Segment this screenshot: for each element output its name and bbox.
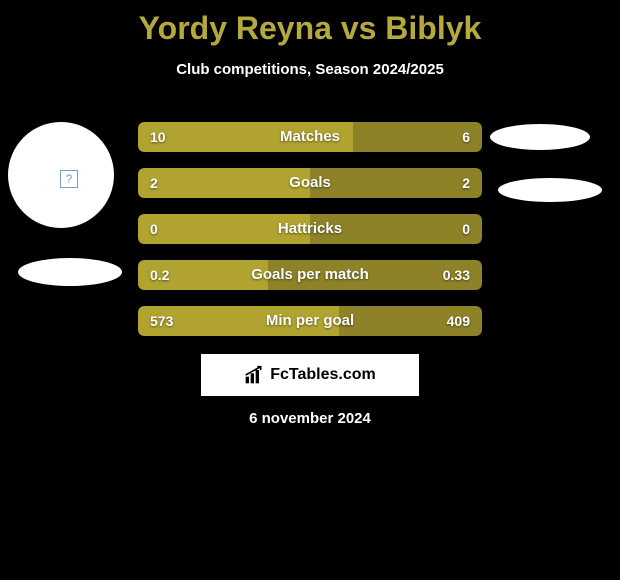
stat-value-left: 10 <box>150 122 166 152</box>
title-player1: Yordy Reyna <box>139 10 332 46</box>
subtitle: Club competitions, Season 2024/2025 <box>0 61 620 78</box>
bar-chart-icon <box>244 365 264 385</box>
player2-shadow <box>498 178 602 202</box>
stat-value-right: 0 <box>462 214 470 244</box>
stat-label: Min per goal <box>138 306 482 336</box>
stat-row: Matches10 6 <box>138 122 482 152</box>
stat-value-right: 0.33 <box>443 260 470 290</box>
comparison-bars: Matches10 6 Goals2 2 Hattricks0 0 Goals per ma… <box>138 122 482 352</box>
comparison-infographic: Yordy Reyna vs Biblyk Club competitions,… <box>0 0 620 580</box>
stat-label: Goals <box>138 168 482 198</box>
footer-date: 6 november 2024 <box>0 410 620 427</box>
stat-value-left: 573 <box>150 306 173 336</box>
stat-value-right: 2 <box>462 168 470 198</box>
stat-label: Goals per match <box>138 260 482 290</box>
stat-value-left: 2 <box>150 168 158 198</box>
stat-label: Matches <box>138 122 482 152</box>
branding-badge: FcTables.com <box>201 354 419 396</box>
branding-text: FcTables.com <box>270 366 376 384</box>
stat-value-right: 6 <box>462 122 470 152</box>
title-player2: Biblyk <box>385 10 481 46</box>
stat-row: Min per goal573 409 <box>138 306 482 336</box>
stat-label: Hattricks <box>138 214 482 244</box>
stat-row: Goals per match0.2 0.33 <box>138 260 482 290</box>
stat-value-left: 0.2 <box>150 260 169 290</box>
player1-shadow <box>18 258 122 286</box>
stat-value-left: 0 <box>150 214 158 244</box>
player1-avatar: ? <box>8 122 114 228</box>
title-vs: vs <box>341 10 377 46</box>
stat-value-right: 409 <box>447 306 470 336</box>
page-title: Yordy Reyna vs Biblyk <box>0 0 620 47</box>
stat-row: Goals2 2 <box>138 168 482 198</box>
stat-row: Hattricks0 0 <box>138 214 482 244</box>
image-placeholder-icon: ? <box>60 170 78 188</box>
player2-avatar-shadow <box>490 124 590 150</box>
